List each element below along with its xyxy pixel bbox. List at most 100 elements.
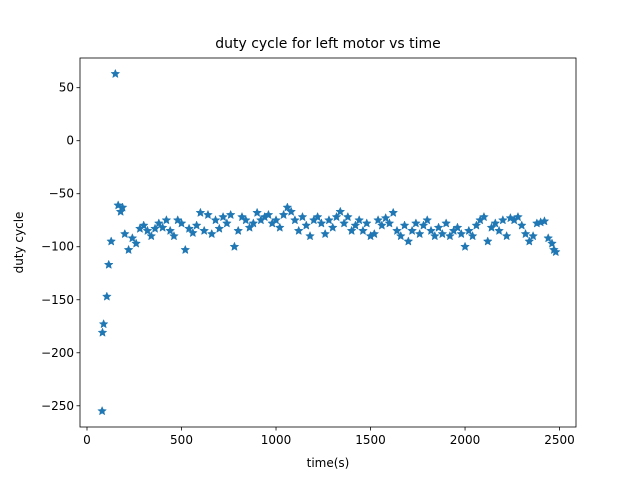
- data-point: [320, 228, 331, 239]
- data-point: [494, 225, 504, 236]
- data-point: [225, 209, 236, 220]
- data-point: [252, 207, 263, 217]
- data-point: [543, 233, 554, 243]
- data-point: [131, 238, 142, 248]
- y-tick-label: −250: [41, 399, 74, 413]
- data-point: [282, 202, 293, 212]
- data-point: [467, 230, 478, 241]
- data-point: [180, 244, 191, 255]
- data-point: [460, 241, 470, 251]
- data-point: [414, 228, 425, 239]
- data-point: [248, 218, 259, 228]
- plot-frame: [79, 57, 577, 428]
- data-point: [110, 68, 121, 79]
- data-point: [524, 236, 535, 246]
- data-point: [441, 218, 452, 228]
- data-point: [203, 209, 213, 220]
- data-point: [305, 230, 315, 241]
- data-point: [490, 218, 501, 228]
- data-point: [221, 218, 232, 228]
- data-point: [452, 222, 463, 232]
- y-tick-label: 0: [66, 134, 74, 148]
- data-point: [146, 230, 157, 241]
- x-tick-label: 2000: [450, 433, 481, 447]
- data-point: [346, 225, 357, 236]
- data-point: [339, 218, 349, 228]
- data-point: [290, 215, 300, 225]
- data-point: [316, 218, 327, 228]
- chart-title: duty cycle for left motor vs time: [215, 36, 441, 52]
- data-point: [97, 327, 108, 337]
- data-point: [380, 212, 391, 223]
- data-point: [399, 220, 410, 230]
- x-tick-label: 0: [83, 433, 91, 447]
- data-point: [392, 225, 402, 236]
- data-point: [331, 211, 342, 222]
- data-point: [520, 228, 531, 239]
- y-tick-label: −200: [41, 346, 74, 360]
- data-point: [301, 220, 312, 230]
- y-tick-label: −50: [49, 187, 74, 201]
- data-point: [324, 215, 334, 225]
- data-point: [422, 215, 433, 225]
- data-point: [150, 223, 160, 233]
- x-tick-label: 1500: [355, 433, 386, 447]
- data-point: [297, 211, 308, 222]
- data-point: [233, 225, 244, 236]
- data-point: [153, 218, 164, 228]
- data-point: [486, 222, 497, 232]
- data-point: [119, 228, 130, 239]
- data-point: [373, 215, 383, 225]
- data-point: [437, 228, 448, 239]
- data-point: [218, 211, 228, 222]
- data-point: [117, 202, 128, 212]
- data-point: [445, 230, 455, 241]
- y-tick-label: −100: [41, 240, 74, 254]
- data-point: [195, 207, 206, 217]
- data-point: [101, 291, 112, 301]
- data-point: [123, 244, 134, 255]
- data-point: [274, 222, 285, 232]
- data-point: [516, 220, 527, 230]
- data-point: [395, 230, 406, 241]
- data-point: [418, 220, 429, 230]
- data-point: [550, 246, 561, 257]
- y-tick-label: −150: [41, 293, 74, 307]
- data-point: [335, 206, 346, 216]
- data-point: [244, 222, 255, 232]
- data-point: [528, 230, 538, 241]
- data-point: [286, 206, 297, 216]
- data-point: [358, 225, 368, 236]
- data-point: [271, 215, 281, 225]
- data-point: [501, 230, 512, 241]
- data-point: [497, 215, 508, 225]
- data-point: [98, 318, 109, 329]
- x-tick-label: 500: [170, 433, 193, 447]
- data-point: [479, 211, 489, 222]
- data-point: [407, 225, 418, 236]
- data-point: [103, 259, 114, 269]
- data-point: [361, 218, 372, 228]
- data-point: [482, 236, 493, 246]
- data-point: [342, 211, 353, 222]
- data-point: [426, 225, 436, 236]
- data-point: [240, 215, 251, 225]
- data-point: [106, 236, 117, 246]
- data-point: [161, 215, 172, 225]
- data-point: [384, 218, 395, 228]
- x-axis-label: time(s): [307, 456, 350, 470]
- data-point: [169, 230, 179, 241]
- data-point: [388, 207, 399, 217]
- data-point: [376, 220, 387, 230]
- data-point: [229, 241, 240, 251]
- data-point: [138, 220, 149, 230]
- data-point: [263, 209, 274, 220]
- y-tick-label: 50: [59, 81, 74, 95]
- data-point: [293, 225, 304, 236]
- data-point: [513, 211, 523, 222]
- data-point: [471, 220, 482, 230]
- data-point: [369, 228, 380, 239]
- data-point: [157, 222, 168, 232]
